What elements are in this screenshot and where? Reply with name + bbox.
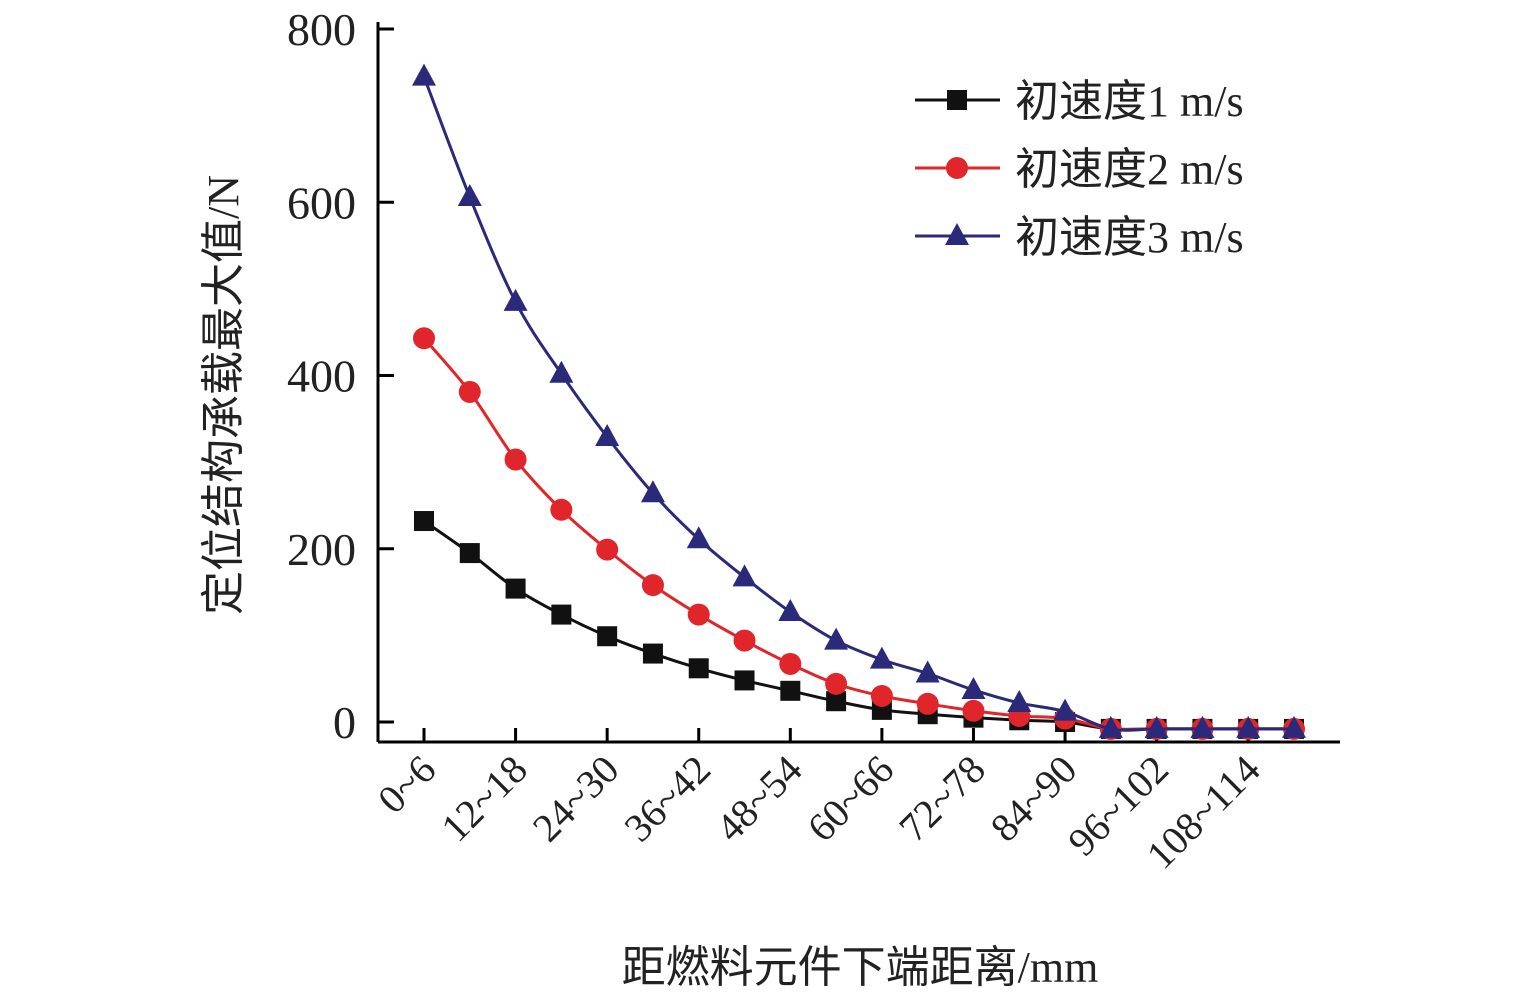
- data-point: [503, 288, 528, 311]
- data-point: [596, 538, 619, 561]
- data-point: [412, 63, 436, 86]
- data-point: [457, 184, 482, 207]
- legend-item: 初速度3 m/s: [915, 213, 1244, 262]
- data-point: [947, 90, 967, 110]
- data-point: [687, 603, 710, 626]
- data-point: [825, 672, 848, 695]
- legend-label: 初速度1 m/s: [1015, 77, 1244, 126]
- data-point: [824, 627, 849, 650]
- data-point: [414, 511, 434, 532]
- data-point: [1053, 698, 1078, 721]
- series-square: [414, 511, 1304, 739]
- y-tick-label: 800: [287, 4, 356, 55]
- series-triangle: [412, 63, 1306, 738]
- data-point: [641, 574, 664, 597]
- y-tick-label: 400: [287, 351, 356, 402]
- legend-item: 初速度1 m/s: [915, 77, 1244, 126]
- legend-label: 初速度2 m/s: [1015, 145, 1244, 194]
- data-point: [734, 670, 755, 691]
- x-tick-label: 72~78: [890, 747, 994, 851]
- data-point: [686, 526, 711, 549]
- data-point: [458, 380, 481, 403]
- data-point: [1098, 715, 1123, 738]
- y-tick-label: 0: [333, 697, 356, 748]
- data-point: [779, 652, 802, 675]
- y-tick-label: 200: [287, 524, 356, 575]
- data-point: [733, 629, 756, 652]
- data-point: [945, 223, 969, 245]
- data-point: [1282, 715, 1306, 738]
- y-tick-label: 600: [287, 177, 356, 228]
- axes: [376, 22, 1340, 744]
- data-point: [962, 699, 985, 722]
- data-point: [780, 680, 801, 701]
- data-point: [413, 327, 435, 350]
- data-point: [459, 543, 480, 564]
- data-point: [595, 424, 620, 447]
- data-point: [778, 598, 803, 621]
- data-point: [1144, 715, 1169, 738]
- data-point: [597, 626, 618, 647]
- data-point: [915, 660, 940, 683]
- data-point: [1190, 715, 1215, 738]
- data-point: [550, 498, 573, 521]
- data-point: [640, 480, 665, 503]
- legend-label: 初速度3 m/s: [1015, 213, 1244, 262]
- y-axis-label: 定位结构承载最大值/N: [199, 175, 248, 615]
- data-point: [505, 578, 526, 599]
- x-tick-label: 36~42: [615, 747, 719, 851]
- x-tick-label: 0~6: [369, 747, 444, 822]
- data-point: [1236, 715, 1261, 738]
- data-point: [826, 691, 847, 712]
- data-point: [916, 692, 939, 715]
- data-point: [869, 646, 894, 669]
- x-tick-label: 48~54: [707, 747, 811, 851]
- data-point: [732, 564, 757, 587]
- data-point: [1007, 689, 1032, 712]
- legend-item: 初速度2 m/s: [915, 145, 1244, 194]
- data-point: [549, 360, 574, 383]
- x-tick-label: 60~66: [799, 747, 903, 851]
- series-circle: [413, 327, 1305, 740]
- series-line: [422, 337, 1294, 732]
- data-point: [946, 157, 968, 179]
- data-point: [961, 676, 986, 699]
- x-tick-label: 12~18: [432, 747, 536, 851]
- x-tick-label: 24~30: [524, 747, 628, 851]
- data-point: [551, 604, 572, 625]
- x-axis-label: 距燃料元件下端距离/mm: [622, 943, 1099, 992]
- data-point: [870, 685, 893, 708]
- data-point: [688, 658, 709, 679]
- data-point: [642, 643, 663, 664]
- series-line: [423, 519, 1294, 731]
- data-point: [504, 448, 527, 471]
